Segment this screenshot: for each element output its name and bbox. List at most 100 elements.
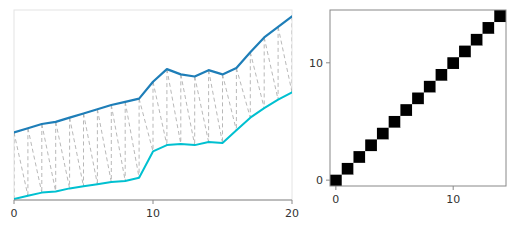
heatmap-cell xyxy=(389,151,401,163)
heatmap-cell xyxy=(353,174,365,186)
heatmap-cell xyxy=(459,57,471,69)
heatmap-cell xyxy=(353,104,365,116)
heatmap-cell xyxy=(494,151,506,163)
x-tick xyxy=(14,200,15,204)
warping-link xyxy=(208,70,209,142)
heatmap-cell xyxy=(377,92,389,104)
plot-frame xyxy=(14,10,292,200)
heatmap-cell xyxy=(400,163,412,175)
heatmap-cell xyxy=(459,151,471,163)
heatmap-cell xyxy=(412,151,424,163)
heatmap-cell xyxy=(342,139,354,151)
heatmap-cell xyxy=(330,10,342,22)
heatmap-cell xyxy=(365,104,377,116)
heatmap-cell xyxy=(365,10,377,22)
heatmap-cell xyxy=(330,92,342,104)
heatmap-cell xyxy=(494,104,506,116)
heatmap-cell xyxy=(412,80,424,92)
heatmap-cell xyxy=(494,80,506,92)
warping-link xyxy=(264,37,278,99)
heatmap-cell xyxy=(330,33,342,45)
heatmap-cell xyxy=(353,80,365,92)
heatmap-cell xyxy=(483,127,495,139)
heatmap-cell xyxy=(483,69,495,81)
warping-link xyxy=(42,124,56,192)
heatmap-cell xyxy=(377,151,389,163)
heatmap-cell xyxy=(447,33,459,45)
heatmap-cell xyxy=(365,45,377,57)
heatmap-cell xyxy=(389,139,401,151)
heatmap-cell xyxy=(424,33,436,45)
heatmap-cell xyxy=(483,10,495,22)
heatmap-cell xyxy=(459,139,471,151)
heatmap-cell xyxy=(483,151,495,163)
heatmap-cell xyxy=(459,163,471,175)
heatmap-cell xyxy=(365,57,377,69)
x-tick xyxy=(153,200,154,204)
heatmap-cell xyxy=(471,57,483,69)
heatmap-cell xyxy=(412,10,424,22)
y-tick xyxy=(326,62,330,63)
heatmap-cell xyxy=(400,151,412,163)
heatmap-cell xyxy=(412,139,424,151)
heatmap-cell xyxy=(424,174,436,186)
heatmap-cell xyxy=(436,57,448,69)
heatmap-cell xyxy=(459,80,471,92)
heatmap-cell xyxy=(389,33,401,45)
heatmap-cell xyxy=(447,22,459,34)
heatmap-cell xyxy=(389,57,401,69)
heatmap-cell xyxy=(447,127,459,139)
heatmap-cell xyxy=(424,45,436,57)
heatmap-cell xyxy=(436,80,448,92)
heatmap-cell xyxy=(365,69,377,81)
heatmap-cell xyxy=(330,69,342,81)
heatmap-cell xyxy=(483,139,495,151)
heatmap-cell xyxy=(342,80,354,92)
y-tick-label: 10 xyxy=(309,57,323,70)
warping-link xyxy=(181,74,195,145)
warping-link xyxy=(27,128,28,196)
heatmap-cell xyxy=(459,10,471,22)
heatmap-cell xyxy=(330,22,342,34)
heatmap-cell xyxy=(353,92,365,104)
heatmap-cell xyxy=(389,69,401,81)
heatmap-cell xyxy=(483,174,495,186)
heatmap-cell xyxy=(471,10,483,22)
warping-link xyxy=(70,118,84,187)
heatmap-cell xyxy=(365,139,377,151)
heatmap-cell xyxy=(459,22,471,34)
heatmap-cell xyxy=(494,116,506,128)
heatmap-cell xyxy=(342,127,354,139)
heatmap-cell xyxy=(494,45,506,57)
heatmap-cell xyxy=(424,92,436,104)
heatmap-cell xyxy=(342,45,354,57)
warping-link xyxy=(28,128,42,192)
heatmap-cell xyxy=(436,104,448,116)
x-tick-label: 0 xyxy=(332,193,339,206)
heatmap-cell xyxy=(377,69,389,81)
heatmap-cell xyxy=(471,22,483,34)
warping-link xyxy=(223,74,237,130)
heatmap-cell xyxy=(330,139,342,151)
warping-link xyxy=(69,118,70,189)
heatmap-cell xyxy=(424,151,436,163)
warping-link xyxy=(139,99,140,178)
plot-area xyxy=(14,16,292,199)
heatmap-cell xyxy=(436,45,448,57)
heatmap-cell xyxy=(389,45,401,57)
heatmap-cell xyxy=(353,127,365,139)
heatmap-cell xyxy=(483,22,495,34)
heatmap-cell xyxy=(436,151,448,163)
heatmap-cell xyxy=(494,139,506,151)
heatmap-cell xyxy=(412,127,424,139)
heatmap-cell xyxy=(377,10,389,22)
heatmap-cell xyxy=(353,45,365,57)
heatmap-cell xyxy=(377,127,389,139)
x-tick xyxy=(292,200,293,204)
heatmap-cell xyxy=(365,163,377,175)
heatmap-cell xyxy=(412,163,424,175)
warping-link xyxy=(222,74,223,143)
warping-link xyxy=(153,82,154,152)
heatmap-cell xyxy=(447,57,459,69)
heatmap-cell xyxy=(412,69,424,81)
